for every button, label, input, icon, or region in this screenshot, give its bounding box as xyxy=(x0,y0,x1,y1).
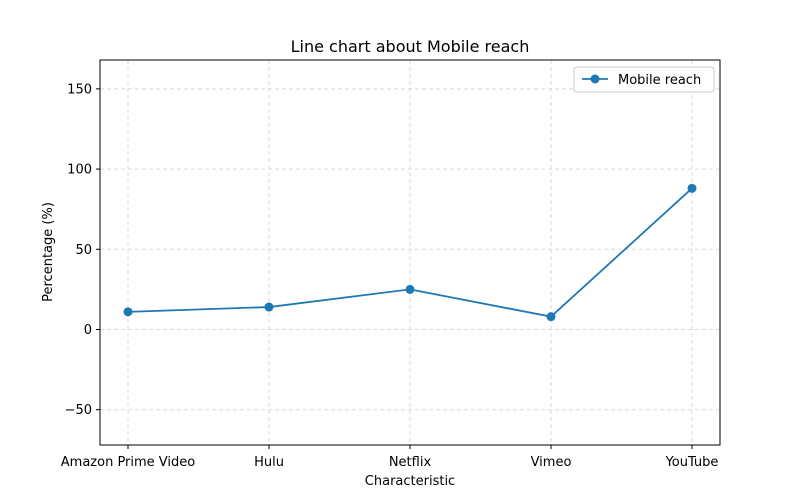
x-tick-label: Netflix xyxy=(389,455,432,470)
x-axis: Amazon Prime Video Hulu Netflix Vimeo YouTub… xyxy=(61,445,719,470)
chart-title: Line chart about Mobile reach xyxy=(291,37,530,56)
x-axis-label: Characteristic xyxy=(365,474,455,489)
y-axis-label: Percentage (%) xyxy=(41,202,56,302)
y-tick-label: 50 xyxy=(75,243,92,258)
legend-marker-sample xyxy=(590,74,600,84)
y-axis: −50 0 50 100 150 xyxy=(65,82,100,418)
legend-label: Mobile reach xyxy=(618,73,701,88)
series-layer xyxy=(123,183,697,322)
x-tick-label: YouTube xyxy=(665,455,719,470)
data-point xyxy=(264,302,274,312)
grid-lines xyxy=(100,60,720,445)
y-tick-label: 150 xyxy=(67,82,92,97)
legend: Mobile reach xyxy=(573,66,715,93)
x-tick-label: Amazon Prime Video xyxy=(61,455,196,470)
x-tick-label: Hulu xyxy=(254,455,284,470)
data-point xyxy=(405,284,415,294)
data-point xyxy=(546,312,556,322)
y-tick-label: 0 xyxy=(84,323,92,338)
y-tick-label: −50 xyxy=(65,403,92,418)
data-point xyxy=(123,307,133,317)
data-point xyxy=(687,183,697,193)
legend-box xyxy=(573,66,715,93)
y-tick-label: 100 xyxy=(67,163,92,178)
x-tick-label: Vimeo xyxy=(531,455,572,470)
